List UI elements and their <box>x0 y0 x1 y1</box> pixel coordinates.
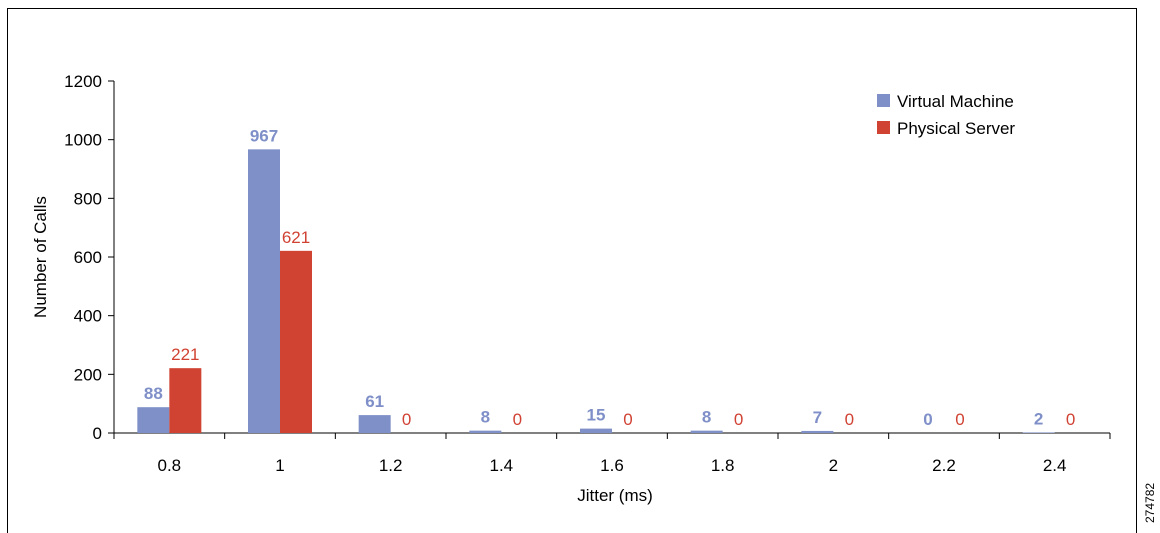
legend-label: Physical Server <box>897 119 1015 138</box>
data-label: 0 <box>402 410 411 429</box>
data-label: 0 <box>1066 410 1075 429</box>
data-label: 621 <box>282 228 310 247</box>
bar-virtual-machine <box>469 430 502 433</box>
y-axis-title: Number of Calls <box>31 196 50 318</box>
data-label: 2 <box>1034 409 1043 428</box>
x-tick-label: 2 <box>829 456 838 475</box>
bar-virtual-machine <box>358 415 391 433</box>
data-label: 221 <box>171 345 199 364</box>
data-label: 7 <box>813 408 822 427</box>
bar-virtual-machine <box>801 430 834 433</box>
y-tick-label: 0 <box>93 424 102 443</box>
data-label: 88 <box>144 384 163 403</box>
y-tick-label: 400 <box>74 307 102 326</box>
y-tick-label: 200 <box>74 365 102 384</box>
data-label: 15 <box>587 406 606 425</box>
bar-virtual-machine <box>137 407 170 433</box>
bar-virtual-machine <box>248 149 280 433</box>
bar-virtual-machine <box>690 430 723 433</box>
data-label: 0 <box>955 410 964 429</box>
data-label: 8 <box>481 408 490 427</box>
data-label: 61 <box>365 392 384 411</box>
legend-swatch <box>877 121 890 134</box>
y-tick-label: 600 <box>74 248 102 267</box>
bar-virtual-machine <box>1022 432 1055 433</box>
x-tick-label: 2.2 <box>932 456 956 475</box>
data-label: 0 <box>623 410 632 429</box>
data-label: 0 <box>734 410 743 429</box>
bar-virtual-machine <box>580 428 612 433</box>
x-tick-label: 0.8 <box>158 456 182 475</box>
chart-frame <box>7 8 1137 533</box>
x-tick-label: 1.2 <box>379 456 403 475</box>
legend-swatch <box>877 94 890 107</box>
x-tick-label: 1.6 <box>600 456 624 475</box>
bar-physical-server <box>280 250 312 433</box>
x-axis-title: Jitter (ms) <box>577 486 653 505</box>
data-label: 0 <box>923 410 932 429</box>
legend-label: Virtual Machine <box>897 92 1014 111</box>
x-tick-label: 1.4 <box>490 456 514 475</box>
x-tick-label: 2.4 <box>1043 456 1067 475</box>
bar-physical-server <box>169 368 202 433</box>
y-tick-label: 800 <box>74 189 102 208</box>
x-tick-label: 1.8 <box>711 456 735 475</box>
data-label: 0 <box>513 410 522 429</box>
y-tick-label: 1200 <box>64 72 102 91</box>
figure-id-label: 274782 <box>1143 482 1157 523</box>
y-tick-label: 1000 <box>64 131 102 150</box>
data-label: 967 <box>250 126 278 145</box>
x-tick-label: 1 <box>275 456 284 475</box>
data-label: 0 <box>845 410 854 429</box>
data-label: 8 <box>702 408 711 427</box>
